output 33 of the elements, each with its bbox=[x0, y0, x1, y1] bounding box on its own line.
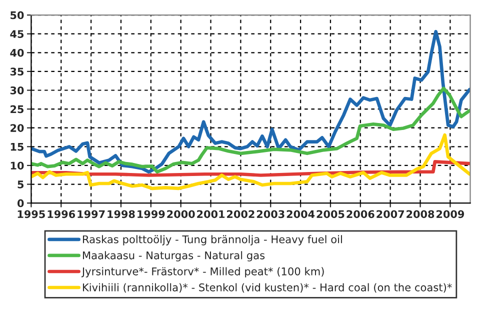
x-tick-label: 2009 bbox=[436, 210, 464, 218]
x-tick-label: 1998 bbox=[108, 210, 135, 218]
legend-label: Raskas polttoöljy - Tung brännolja - Heavy fuel oil bbox=[82, 235, 342, 246]
y-tick-label: 30 bbox=[10, 86, 24, 94]
y-tick-label: 25 bbox=[10, 105, 24, 114]
x-tick-label: 2001 bbox=[197, 210, 225, 218]
y-tick-label: 35 bbox=[10, 68, 24, 76]
x-tick-label: 2003 bbox=[256, 210, 284, 218]
y-tick-label: 15 bbox=[10, 143, 24, 151]
legend-label: Maakaasu - Naturgas - Natural gas bbox=[82, 251, 265, 262]
legend-label: Kivihiili (rannikolla)* - Stenkol (vid kusten)* - Hard coal (on the coast)* bbox=[82, 283, 452, 293]
line-series bbox=[31, 133, 470, 190]
y-tick-label: 45 bbox=[10, 30, 24, 38]
x-tick-label: 1996 bbox=[48, 210, 76, 218]
y-tick-label: 5 bbox=[18, 180, 24, 188]
y-tick-label: 10 bbox=[10, 162, 24, 170]
x-tick-label: 2007 bbox=[376, 210, 404, 218]
line-series bbox=[31, 86, 470, 174]
x-tick-label: 1995 bbox=[18, 210, 45, 218]
x-tick-label: 2005 bbox=[316, 210, 344, 218]
x-tick-label: 2000 bbox=[167, 210, 195, 218]
y-tick-label: 40 bbox=[10, 48, 24, 57]
x-tick-label: 2006 bbox=[346, 210, 374, 218]
y-tick-label: 50 bbox=[10, 11, 24, 20]
x-tick-label: 2002 bbox=[227, 210, 254, 218]
x-tick-label: 1999 bbox=[138, 210, 165, 218]
line-series bbox=[31, 30, 470, 174]
x-tick-label: 2004 bbox=[286, 210, 315, 218]
y-tick-label: 0 bbox=[17, 199, 24, 208]
x-tick-label: 2008 bbox=[406, 210, 434, 218]
x-tick-label: 1997 bbox=[78, 210, 105, 218]
y-tick-label: 20 bbox=[10, 124, 24, 132]
legend-label: Jyrsinturve*- Frästorv* - Milled peat* (100 km) bbox=[81, 267, 324, 278]
